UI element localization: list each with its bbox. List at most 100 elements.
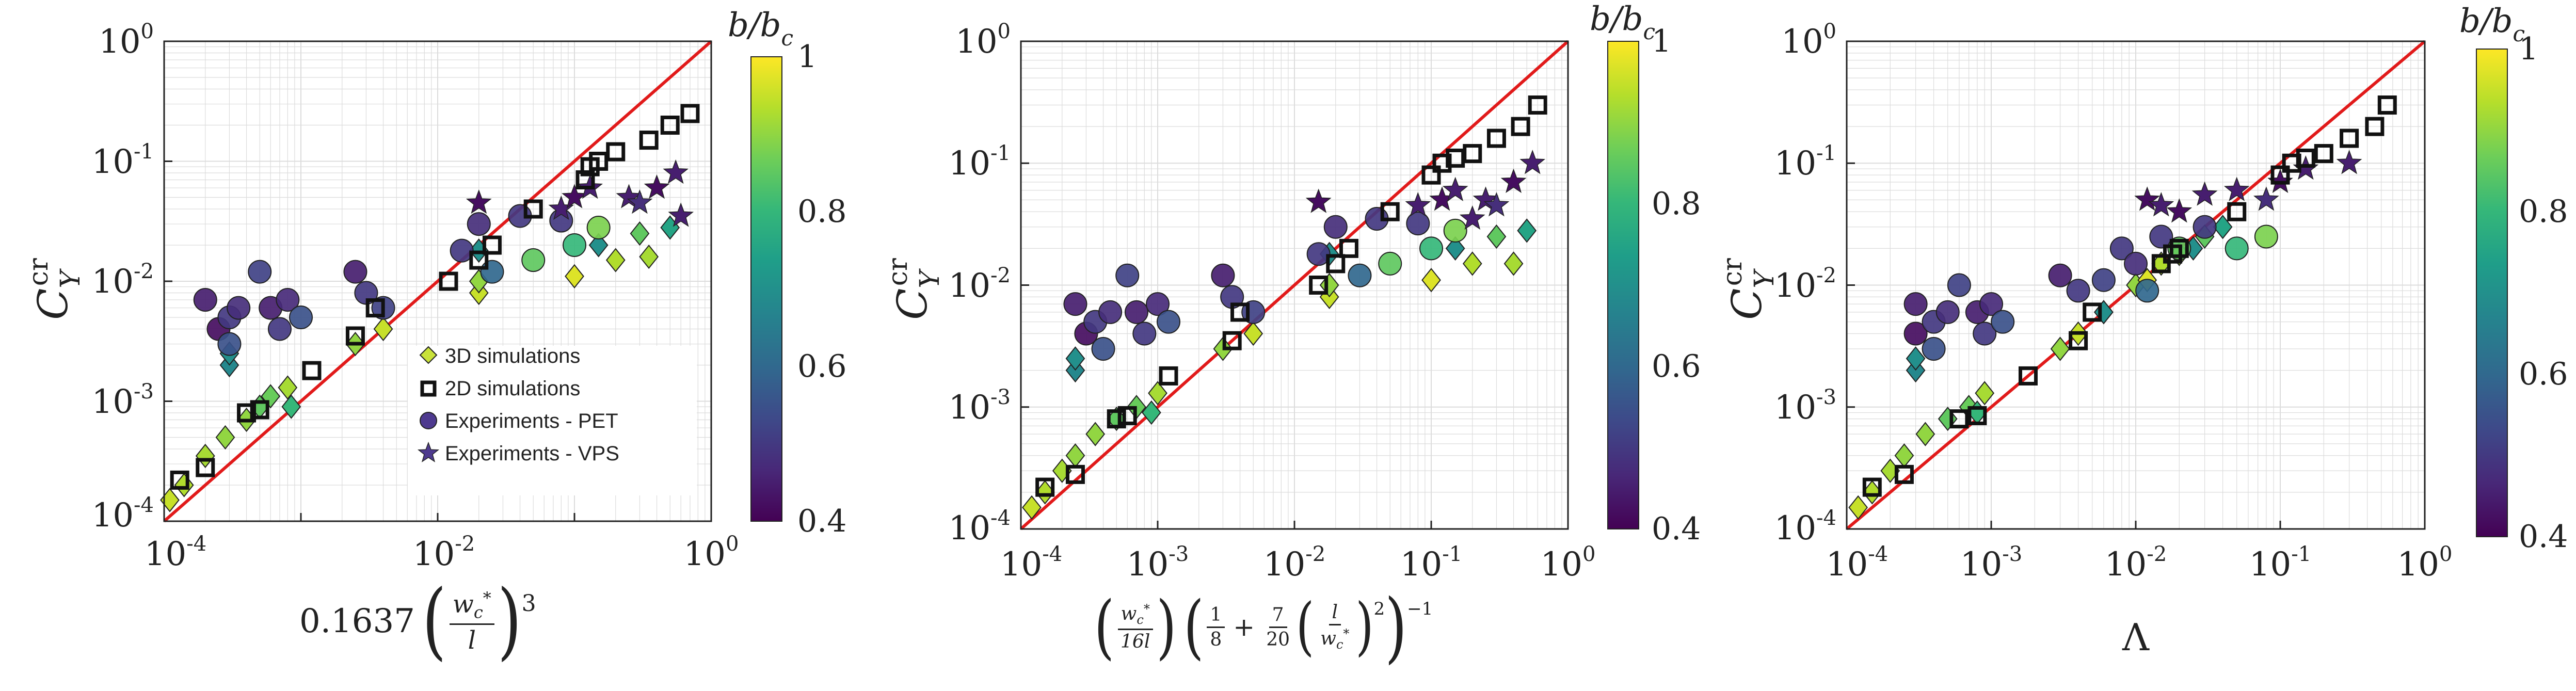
pet-point xyxy=(1146,292,1170,316)
pet-point xyxy=(1991,310,2015,334)
pet-point xyxy=(1091,337,1115,361)
colorbar-3-tick-0.8: 0.8 xyxy=(2519,194,2568,230)
panel-3-ylabel: CYcr xyxy=(1717,258,1780,320)
sim3d-point xyxy=(1503,251,1524,276)
panel-2: 100 10-1 10-2 10-3 10-4 10-4 10-3 10-2 1… xyxy=(883,20,1595,584)
colorbar-3-tick-1: 1 xyxy=(2519,31,2538,67)
sim3d-point xyxy=(1243,321,1263,346)
panel-3: 100 10-1 10-2 10-3 10-4 10-4 10-3 10-2 1… xyxy=(1717,20,2452,659)
pet-point xyxy=(1306,242,1331,266)
panel-2-xlabel-paren-a: ( xyxy=(1094,586,1115,668)
sim2d-point xyxy=(482,235,502,255)
pet-point xyxy=(1211,263,1235,287)
vps-point xyxy=(2336,150,2362,174)
vps-point xyxy=(2191,181,2218,206)
legend: 3D simulations 2D simulations Experiment… xyxy=(408,345,697,495)
vps-point xyxy=(1519,150,1546,174)
panel-3-ticks xyxy=(1846,40,2426,530)
sim3d-point xyxy=(1421,268,1441,293)
sim2d-point xyxy=(1117,406,1137,425)
sim2d-point xyxy=(575,170,595,190)
legend-sim2d-label: 2D simulations xyxy=(445,377,580,400)
sim3d-point xyxy=(278,375,298,400)
panel-1-ytick-4: 10-4 xyxy=(92,493,154,535)
sim2d-point xyxy=(680,104,700,123)
identity-line xyxy=(1020,40,1569,531)
panel-2-marks xyxy=(1020,40,1569,531)
colorbar-1-tick-0.8: 0.8 xyxy=(797,194,846,230)
panel-1-xtick-1: 10-2 xyxy=(413,532,475,573)
colorbar-1-title: b/bc xyxy=(728,6,793,51)
panel-2-ytick-4: 10-4 xyxy=(949,506,1011,548)
sim3d-point xyxy=(281,394,301,419)
sim2d-point xyxy=(523,199,543,219)
pet-point xyxy=(2254,224,2278,249)
legend-sim3d-label: 3D simulations xyxy=(445,345,580,367)
panel-2-ytick-0: 100 xyxy=(955,20,1011,61)
panel-2-xlabel: ( wc* 16l ) ( 1 8 + 7 20 ( l wc* ) 2 ) −… xyxy=(1094,589,1433,666)
panel-1: 100 10-1 10-2 10-3 10-4 10-4 10-2 100 CY… xyxy=(23,20,739,573)
vps-point xyxy=(562,184,587,208)
panel-3-marks xyxy=(1846,40,2426,531)
panel-1-ticks xyxy=(163,40,712,522)
panel-2-xlabel-outer-power: −1 xyxy=(1407,599,1433,619)
panel-2-xlabel-paren-b: ) xyxy=(1156,586,1177,668)
sim3d-point xyxy=(1141,400,1161,425)
legend-circle-icon xyxy=(420,412,437,429)
sim2d-point xyxy=(2340,128,2359,148)
sim2d-point xyxy=(1949,409,1969,429)
sim3d-point xyxy=(1445,236,1465,261)
sim3d-point xyxy=(630,221,650,246)
panel-1-xlabel-lparen: ( xyxy=(422,572,446,670)
colorbar-1-tick-1: 1 xyxy=(797,39,817,75)
sim2d-point xyxy=(170,470,189,490)
sim2d-point xyxy=(2083,302,2102,322)
legend-diamond-icon xyxy=(419,346,438,364)
panel-2-xlabel-paren-d: ( xyxy=(1296,590,1315,664)
pet-point xyxy=(1406,212,1430,236)
colorbar-3-gradient xyxy=(2476,49,2508,537)
pet-point xyxy=(1973,322,1997,346)
sim2d-point xyxy=(1463,144,1482,164)
pet-point xyxy=(289,305,313,329)
pet-point xyxy=(563,233,586,258)
sim3d-point xyxy=(1894,443,1914,468)
pet-point xyxy=(1156,310,1180,334)
sim2d-point xyxy=(1035,477,1055,497)
sim3d-point xyxy=(1462,251,1482,276)
colorbar-1: b/bc 1 0.8 0.6 0.4 xyxy=(728,6,846,539)
panel-1-xtick-0: 10-4 xyxy=(145,532,206,573)
pet-point xyxy=(1115,263,1140,287)
sim2d-point xyxy=(1894,464,1914,484)
vps-point xyxy=(644,174,670,199)
panel-3-xlabel: Λ xyxy=(2122,616,2150,659)
pet-point xyxy=(2149,224,2173,249)
pet-point xyxy=(2091,268,2116,292)
pet-point xyxy=(1947,273,1971,297)
panel-3-xtick-2: 10-2 xyxy=(2105,542,2167,584)
pet-point xyxy=(343,260,367,284)
panel-2-grid xyxy=(1020,41,1568,529)
pet-point xyxy=(267,317,292,341)
pet-point xyxy=(2193,215,2217,239)
vps-point xyxy=(2134,186,2161,211)
vps-point xyxy=(1305,188,1332,213)
legend-square-icon xyxy=(420,380,437,397)
vps-point xyxy=(466,189,492,214)
panel-3-ytick-2: 10-2 xyxy=(1774,264,1836,305)
panel-1-ytick-3: 10-3 xyxy=(92,380,154,421)
vps-point xyxy=(668,202,694,227)
pet-point xyxy=(2066,279,2090,303)
colorbar-2-tick-0.6: 0.6 xyxy=(1652,348,1701,384)
vps-point xyxy=(627,189,653,214)
vps-point xyxy=(1473,186,1499,211)
sim2d-point xyxy=(250,400,269,420)
legend-vps-label: Experiments - VPS xyxy=(445,442,619,465)
sim3d-point xyxy=(1148,381,1167,406)
sim3d-point xyxy=(373,316,393,342)
sim2d-point xyxy=(439,271,458,291)
sim3d-point xyxy=(1065,346,1085,371)
pet-point xyxy=(276,288,300,312)
panel-2-xtick-2: 10-2 xyxy=(1263,542,1325,584)
pet-point xyxy=(1323,215,1348,239)
